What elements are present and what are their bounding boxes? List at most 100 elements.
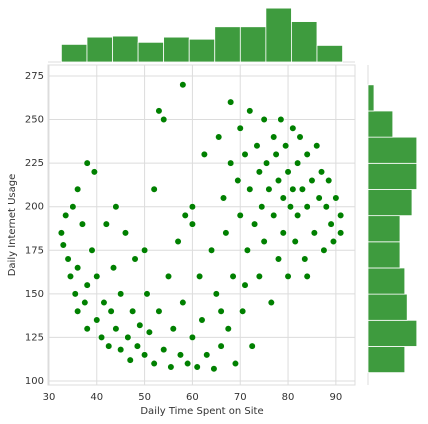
- scatter-point: [274, 255, 283, 263]
- scatter-point: [150, 359, 158, 368]
- scatter-point: [160, 115, 168, 124]
- scatter-point: [143, 290, 151, 298]
- scatter-point: [243, 246, 252, 254]
- scatter-point: [105, 342, 113, 350]
- scatter-point: [241, 281, 249, 289]
- scatter-point: [117, 346, 125, 354]
- scatter-point: [310, 229, 318, 237]
- histogram-bar: [367, 136, 418, 164]
- scatter-point: [74, 307, 82, 315]
- scatter-point: [289, 185, 297, 193]
- scatter-point: [217, 307, 225, 315]
- histogram-bar: [367, 189, 413, 217]
- scatter-point: [325, 176, 333, 185]
- scatter-point: [69, 203, 77, 211]
- scatter-point: [181, 211, 189, 220]
- scatter-point: [174, 237, 182, 246]
- scatter-point: [332, 194, 340, 202]
- scatter-point: [126, 356, 134, 364]
- histogram-bar: [367, 346, 406, 374]
- scatter-point: [200, 150, 208, 159]
- scatter-point: [74, 185, 82, 193]
- scatter-point: [62, 211, 70, 220]
- y-tick-label: 100: [25, 376, 44, 387]
- scatter-point: [262, 159, 271, 167]
- scatter-point: [155, 307, 163, 315]
- scatter-point: [296, 133, 304, 141]
- scatter-point: [129, 307, 137, 315]
- histogram-bar: [367, 215, 401, 243]
- scatter-point: [179, 298, 187, 307]
- scatter-point: [124, 333, 132, 342]
- scatter-point: [188, 220, 197, 228]
- scatter-point: [282, 142, 290, 150]
- histogram-bar: [367, 241, 401, 269]
- scatter-point: [215, 133, 223, 141]
- scatter-point: [71, 290, 79, 298]
- x-tick-label: 80: [282, 392, 295, 403]
- x-tick-label: 60: [186, 392, 199, 403]
- scatter-point: [66, 272, 75, 281]
- scatter-point: [279, 229, 287, 237]
- x-axis-label: Daily Time Spent on Site: [140, 406, 263, 417]
- scatter-point: [315, 194, 323, 202]
- scatter-point: [327, 220, 335, 228]
- scatter-point: [164, 272, 173, 281]
- scatter-point: [255, 272, 263, 281]
- scatter-point: [188, 333, 197, 342]
- scatter-point: [131, 255, 139, 263]
- scatter-point: [219, 194, 228, 202]
- scatter-point: [320, 246, 328, 254]
- scatter-point: [337, 211, 345, 220]
- scatter-point: [255, 168, 263, 176]
- histogram-bar: [367, 110, 394, 138]
- scatter-point: [229, 272, 237, 281]
- scatter-point: [279, 194, 287, 202]
- scatter-point: [57, 229, 65, 237]
- x-tick-label: 50: [138, 392, 151, 403]
- scatter-point: [274, 176, 283, 185]
- scatter-point: [203, 351, 211, 359]
- scatter-point: [322, 203, 330, 211]
- y-axis-label: Daily Internet Usage: [7, 174, 18, 277]
- y-tick-label: 225: [25, 158, 44, 169]
- scatter-point: [234, 176, 242, 185]
- scatter-point: [260, 115, 268, 124]
- scatter-point: [246, 185, 254, 193]
- y-tick-label: 150: [25, 289, 44, 300]
- histogram-bar: [112, 35, 139, 63]
- scatter-point: [231, 359, 240, 368]
- scatter-point: [250, 220, 259, 228]
- histogram-bar: [265, 7, 292, 63]
- y-tick-label: 175: [25, 245, 44, 256]
- scatter-point: [169, 325, 177, 333]
- scatter-point: [210, 365, 218, 373]
- scatter-point: [117, 290, 125, 298]
- scatter-point: [97, 333, 106, 342]
- scatter-point: [83, 281, 91, 289]
- scatter-point: [78, 220, 87, 228]
- scatter-point: [270, 133, 278, 141]
- histogram-bar: [137, 41, 165, 63]
- scatter-point: [167, 363, 175, 371]
- scatter-point: [258, 203, 266, 211]
- scatter-point: [298, 185, 306, 193]
- histogram-bar: [367, 162, 418, 190]
- scatter-point: [107, 307, 115, 315]
- x-tick-label: 30: [43, 392, 56, 403]
- scatter-point: [212, 290, 220, 298]
- scatter-point: [270, 211, 278, 220]
- x-tick-label: 40: [90, 392, 103, 403]
- scatter-point: [83, 325, 91, 333]
- scatter-point: [294, 159, 302, 167]
- histogram-bar: [367, 319, 418, 347]
- histogram-bar: [188, 38, 216, 63]
- plot-frame: [47, 64, 356, 386]
- scatter-point: [329, 237, 338, 246]
- scatter-point: [241, 150, 249, 159]
- scatter-point: [301, 255, 309, 263]
- scatter-point: [284, 272, 292, 281]
- scatter-point: [150, 185, 158, 193]
- scatter-point: [248, 342, 256, 350]
